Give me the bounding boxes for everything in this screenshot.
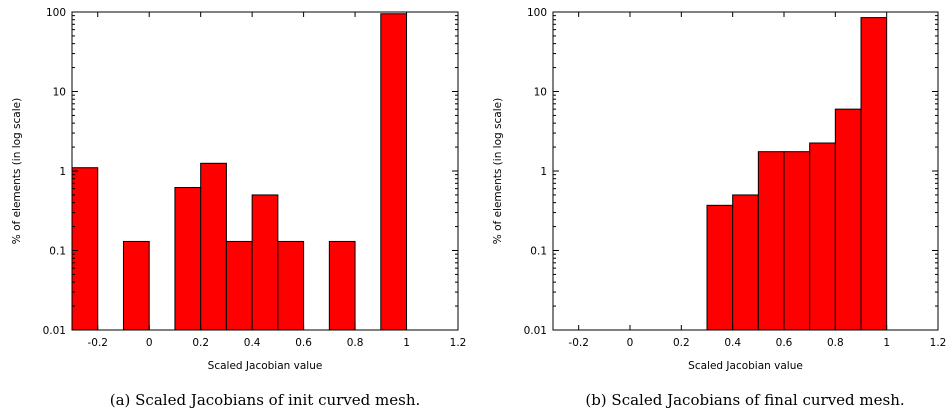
histogram-bar xyxy=(834,108,862,331)
x-tick-label: 0.6 xyxy=(776,337,793,349)
y-axis-label: % of elements (in log scale) xyxy=(492,98,504,244)
x-axis-label: Scaled Jacobian value xyxy=(688,360,803,372)
x-tick-label: 0.4 xyxy=(724,337,741,349)
histogram-bar xyxy=(122,240,150,331)
y-tick-label: 0.1 xyxy=(49,246,66,258)
histogram-bar xyxy=(380,13,408,331)
histogram-bar xyxy=(732,194,759,331)
x-tick-label: 0.6 xyxy=(295,337,312,349)
chart-panel-b: -0.2 0 0.2 0.4 0.6 0.8 1 1.2 0.01 0.1 1 10 100 Scaled… xyxy=(492,7,946,409)
y-tick-label: 100 xyxy=(527,7,547,19)
y-tick-label: 0.01 xyxy=(43,325,66,337)
histogram-bar xyxy=(277,240,305,331)
y-tick-label: 1 xyxy=(540,166,547,178)
x-tick-label: -0.2 xyxy=(568,337,589,349)
x-axis-label: Scaled Jacobian value xyxy=(208,360,323,372)
x-tick-label: 0 xyxy=(627,337,634,349)
figure-caption: (b) Scaled Jacobians of final curved mes… xyxy=(585,391,904,409)
y-tick-label: 0.1 xyxy=(530,246,547,258)
y-axis-label: % of elements (in log scale) xyxy=(11,98,23,244)
histogram-bar xyxy=(225,240,253,331)
histogram-bar xyxy=(328,240,356,331)
x-tick-label: 0.2 xyxy=(192,337,209,349)
histogram-bar xyxy=(809,142,836,331)
histogram-bar xyxy=(174,187,202,331)
x-tick-label: 0.8 xyxy=(827,337,844,349)
y-tick-label: 10 xyxy=(53,87,66,99)
x-tick-label: 1 xyxy=(883,337,890,349)
x-tick-label: 0.2 xyxy=(673,337,690,349)
y-tick-label: 0.01 xyxy=(524,325,547,337)
histogram-bar xyxy=(757,151,785,331)
x-tick-label: 0.8 xyxy=(347,337,364,349)
x-tick-label: 1.2 xyxy=(450,337,467,349)
x-tick-label: 0 xyxy=(146,337,153,349)
y-tick-label: 100 xyxy=(46,7,66,19)
histogram-bar xyxy=(706,204,734,331)
histogram-bar xyxy=(860,17,888,331)
y-tick-label: 10 xyxy=(534,87,547,99)
x-tick-label: 1.2 xyxy=(930,337,947,349)
histogram-bar xyxy=(783,151,811,331)
x-tick-label: 0.4 xyxy=(244,337,261,349)
y-tick-label: 1 xyxy=(59,166,66,178)
histogram-bar xyxy=(251,194,279,331)
histogram-bar xyxy=(71,167,99,331)
histogram-bar xyxy=(200,162,227,331)
chart-panel-a: -0.2 0 0.2 0.4 0.6 0.8 1 1.2 0.01 0.1 1 10 100 Scaled… xyxy=(11,7,466,409)
x-tick-label: 1 xyxy=(403,337,410,349)
x-tick-label: -0.2 xyxy=(87,337,108,349)
figure-caption: (a) Scaled Jacobians of init curved mesh… xyxy=(110,391,421,409)
